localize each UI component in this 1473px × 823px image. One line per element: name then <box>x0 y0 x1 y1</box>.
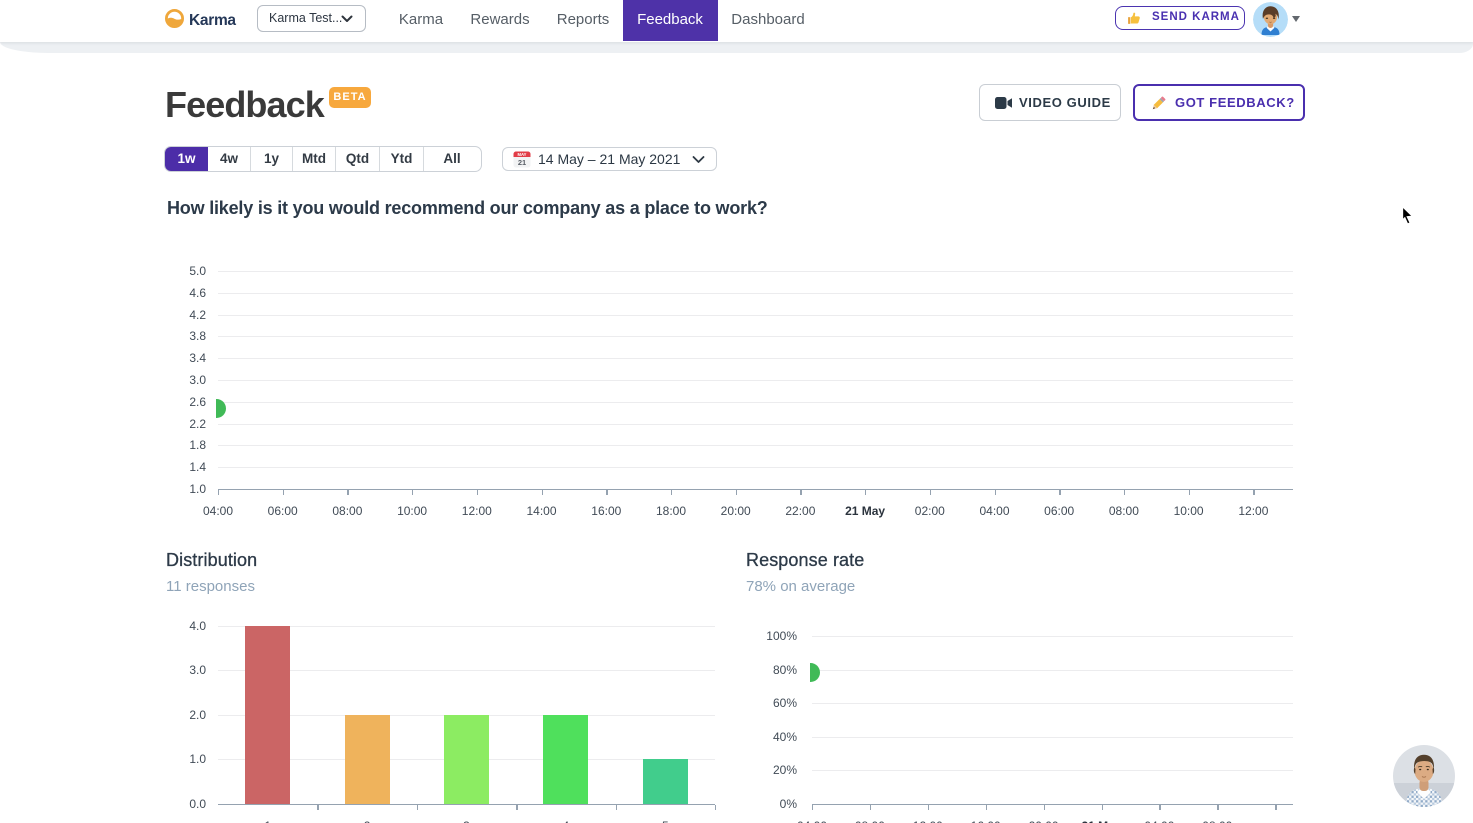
svg-text:MAY: MAY <box>518 152 527 157</box>
svg-text:21: 21 <box>518 158 526 167</box>
